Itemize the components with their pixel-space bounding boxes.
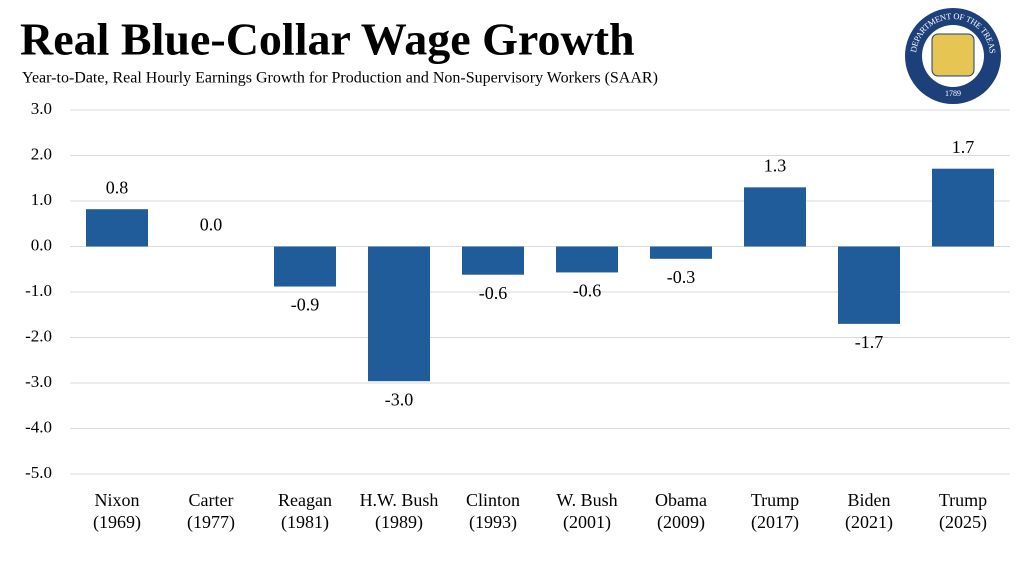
x-tick-label: Obama (2009) (655, 490, 707, 532)
data-label: 0.0 (200, 215, 223, 235)
x-tick-label: Trump (2017) (750, 490, 800, 532)
data-label: 1.3 (764, 155, 787, 175)
bar (86, 209, 148, 247)
x-tick-label: Clinton (1993) (465, 490, 520, 532)
y-tick-label: -2.0 (25, 326, 52, 345)
x-tick-label: Reagan (1981) (278, 490, 332, 532)
bar (274, 246, 336, 287)
bar (368, 246, 430, 382)
y-tick-label: 0.0 (31, 235, 52, 254)
bar (650, 246, 712, 259)
bar (932, 168, 994, 247)
data-label: -0.3 (667, 267, 696, 287)
x-tick-label: Carter (1977) (187, 490, 235, 532)
y-tick-label: 2.0 (31, 144, 52, 163)
x-tick-label: W. Bush (2001) (556, 490, 618, 532)
x-tick-label: H.W. Bush (1989) (359, 490, 439, 532)
y-tick-label: -1.0 (25, 281, 52, 300)
chart-title: Real Blue-Collar Wage Growth (20, 14, 635, 65)
data-label: -0.9 (291, 295, 320, 315)
y-tick-label: -4.0 (25, 417, 52, 436)
x-tick-label: Nixon (1969) (93, 490, 141, 532)
bar (744, 187, 806, 247)
y-tick-label: -5.0 (25, 463, 52, 482)
y-tick-label: 1.0 (31, 190, 52, 209)
chart-subtitle: Year-to-Date, Real Hourly Earnings Growt… (22, 70, 658, 87)
data-label: -1.7 (855, 332, 884, 352)
bar (462, 246, 524, 275)
data-label: -0.6 (573, 281, 602, 301)
seal-year: 1789 (945, 89, 961, 98)
data-label: -3.0 (385, 389, 414, 409)
y-tick-label: 3.0 (31, 99, 52, 118)
y-tick-label: -3.0 (25, 372, 52, 391)
bar (556, 246, 618, 273)
seal-shield (931, 33, 975, 77)
x-tick-label: Trump (2025) (938, 490, 988, 532)
data-label: 0.8 (106, 177, 129, 197)
data-label: -0.6 (479, 283, 508, 303)
bar (838, 246, 900, 324)
x-tick-label: Biden (2021) (845, 490, 893, 532)
data-label: 1.7 (952, 137, 975, 157)
